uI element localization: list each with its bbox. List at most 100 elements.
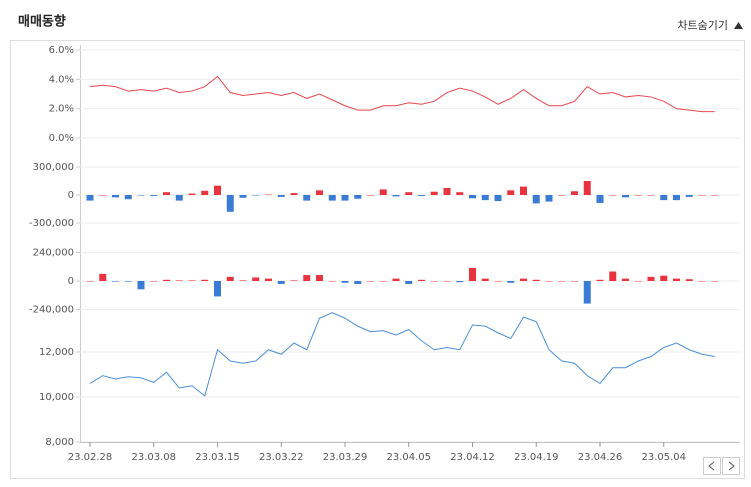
bar — [443, 281, 451, 282]
line — [89, 312, 715, 397]
bar — [214, 281, 221, 297]
bar — [494, 281, 502, 282]
bar — [698, 195, 706, 196]
nav-prev[interactable] — [703, 457, 721, 475]
x-tick-label: 23.04.26 — [578, 452, 623, 463]
bar — [99, 273, 107, 281]
bar — [239, 280, 247, 281]
bar — [86, 281, 94, 282]
bar — [430, 191, 438, 195]
bar — [558, 195, 566, 196]
x-tick-label: 23.04.12 — [450, 452, 495, 463]
bar — [583, 181, 591, 195]
bar — [532, 195, 540, 204]
bar — [392, 195, 400, 197]
line — [89, 75, 715, 113]
bar — [456, 281, 464, 283]
bar — [494, 195, 502, 202]
y-tick-label: 12,000 — [39, 347, 74, 358]
bar — [239, 195, 247, 198]
bar — [290, 193, 298, 195]
bar — [609, 271, 617, 281]
x-tick-label: 23.04.19 — [514, 452, 559, 463]
bar — [520, 186, 527, 195]
bar — [507, 281, 515, 283]
y-tick-label: 300,000 — [33, 162, 74, 173]
bar — [660, 195, 668, 201]
bar — [341, 281, 349, 283]
bar — [112, 281, 119, 282]
nav-next[interactable] — [722, 457, 740, 475]
bar — [150, 195, 158, 196]
y-tick-label: 0.0% — [49, 133, 74, 144]
x-tick-label: 23.03.22 — [259, 452, 304, 463]
x-tick-label: 23.04.05 — [386, 452, 431, 463]
bar — [367, 281, 374, 282]
bar — [418, 279, 425, 281]
bar — [112, 195, 119, 198]
bar — [583, 281, 591, 304]
bar — [660, 275, 668, 281]
bar — [124, 195, 132, 200]
bar — [647, 276, 655, 281]
bar — [316, 190, 323, 195]
bar — [622, 195, 629, 198]
bar — [316, 275, 323, 281]
bar — [469, 267, 476, 281]
title: 매매동향 — [18, 14, 66, 30]
bar — [673, 195, 680, 201]
bar — [175, 195, 183, 201]
bar — [698, 281, 706, 282]
bar — [596, 195, 604, 203]
bar — [622, 278, 629, 281]
x-tick-label: 23.03.15 — [195, 452, 240, 463]
bar — [328, 281, 336, 282]
bar — [647, 195, 655, 196]
bar — [163, 192, 170, 195]
y-tick-label: 2.0% — [49, 104, 74, 115]
bar — [354, 195, 362, 199]
y-tick-label: -300,000 — [29, 218, 74, 229]
x-tick-label: 23.03.29 — [323, 452, 368, 463]
bar — [188, 193, 196, 195]
frame — [10, 40, 745, 479]
bar — [405, 192, 413, 195]
bar — [711, 281, 719, 282]
y-tick-label: 0 — [68, 190, 74, 201]
bar — [456, 192, 464, 195]
bar — [137, 195, 145, 196]
bar — [634, 281, 642, 282]
y-tick-label: 240,000 — [33, 248, 74, 259]
y-tick-label: 0 — [68, 276, 74, 287]
bar — [418, 195, 425, 196]
bar — [685, 279, 693, 281]
chart-toggle[interactable]: 차트숨기기 — [677, 19, 728, 32]
bar — [430, 281, 438, 282]
bar — [571, 191, 578, 195]
bar — [150, 281, 158, 282]
bar — [277, 281, 285, 284]
bar — [252, 195, 260, 196]
x-tick-label: 23.03.08 — [131, 452, 176, 463]
bar — [175, 280, 183, 281]
bar — [226, 195, 234, 212]
bar — [685, 195, 693, 197]
bar — [252, 277, 260, 281]
y-tick-label: 6.0% — [49, 45, 74, 56]
bar — [469, 195, 476, 199]
y-tick-label: 4.0% — [49, 74, 74, 85]
bar — [571, 281, 578, 282]
x-tick-label: 23.02.28 — [68, 452, 113, 463]
bar — [277, 195, 285, 197]
bar — [290, 280, 298, 281]
y-tick-label: 8,000 — [45, 437, 74, 448]
bar — [341, 195, 349, 201]
bar — [711, 195, 719, 196]
bar — [201, 279, 209, 281]
bar — [596, 279, 604, 281]
y-tick-label: 10,000 — [39, 392, 74, 403]
toggle-icon[interactable] — [734, 22, 743, 29]
bar — [188, 280, 196, 281]
